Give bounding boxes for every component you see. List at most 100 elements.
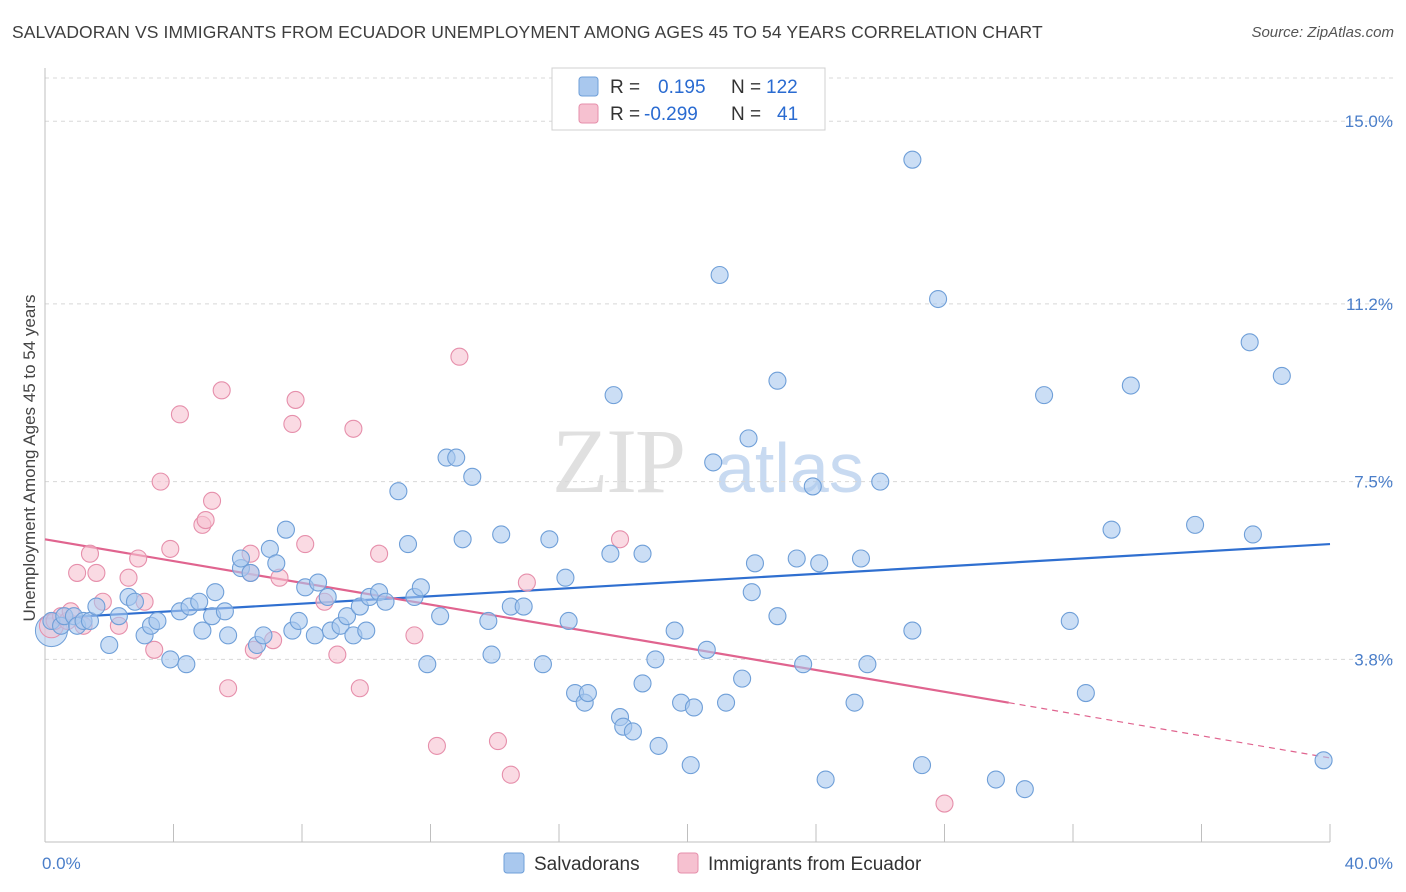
salvadoran-point <box>1035 386 1054 405</box>
legend-n-label: N = <box>731 77 761 98</box>
salvadoran-point <box>704 453 723 472</box>
salvadoran-point <box>871 472 890 491</box>
salvadoran-point <box>1314 751 1333 770</box>
x-tick-labels: 0.0% 40.0% <box>42 854 1393 873</box>
salvadoran-point <box>447 448 466 467</box>
salvadoran-point <box>1076 683 1095 703</box>
salvadoran-point <box>697 640 716 659</box>
salvadoran-point <box>903 621 922 640</box>
legend-n-label: N = <box>731 104 761 125</box>
salvadoran-point <box>646 650 665 669</box>
ecuador-point <box>119 568 138 587</box>
salvadoran-point <box>633 674 652 693</box>
salvadoran-point <box>845 693 864 712</box>
salvadoran-point <box>453 530 472 549</box>
salvadoran-point <box>1186 515 1205 534</box>
ecuador-point <box>610 530 630 549</box>
ecuador-point <box>488 732 508 751</box>
salvadoran-point <box>100 635 119 655</box>
axes <box>44 68 1331 843</box>
ecuador-point <box>427 736 446 755</box>
salvadoran-point <box>912 756 932 775</box>
salvadoran-point <box>1272 366 1291 385</box>
salvadoran-point <box>193 621 212 640</box>
legend-swatch-ecuador <box>578 103 599 124</box>
chart-title: SALVADORAN VS IMMIGRANTS FROM ECUADOR UN… <box>12 22 1043 42</box>
bottom-legend-swatch-salvadorans <box>503 852 525 874</box>
y-tick-label: 7.5% <box>1354 473 1393 492</box>
legend-r-label: R = <box>610 77 640 98</box>
salvadoran-point <box>254 626 273 645</box>
salvadoran-point <box>768 607 787 626</box>
bottom-legend-label-salvadorans: Salvadorans <box>534 854 640 875</box>
salvadoran-point <box>578 683 597 703</box>
salvadoran-point <box>215 602 234 621</box>
salvadoran-point <box>742 583 761 602</box>
salvadoran-point <box>431 607 450 626</box>
salvadoran-point <box>357 621 376 640</box>
salvadoran-point <box>716 693 736 712</box>
salvadoran-point <box>794 655 813 674</box>
salvadoran-point <box>1240 333 1259 352</box>
salvadoran-point <box>219 626 238 645</box>
salvadoran-point <box>604 386 623 405</box>
salvadoran-point <box>768 371 787 390</box>
ecuador-point <box>296 535 315 554</box>
salvadoran-point <box>633 544 652 563</box>
salvadoran-point <box>411 578 430 597</box>
y-tick-label: 15.0% <box>1345 112 1393 131</box>
salvadoran-point <box>479 611 498 631</box>
legend-r-value: -0.299 <box>644 104 698 125</box>
ecuador-trend-line <box>44 538 1009 704</box>
x-tick-label: 40.0% <box>1345 854 1393 873</box>
ecuador-point <box>129 549 148 568</box>
salvadoran-point <box>681 756 700 775</box>
ecuador-point <box>405 626 424 645</box>
salvadoran-point <box>418 655 437 674</box>
salvadoran-point <box>305 626 324 645</box>
x-tick-label: 0.0% <box>42 854 81 873</box>
salvadoran-point <box>389 482 408 501</box>
y-tick-labels: 3.8% 7.5% 11.2% 15.0% <box>1345 112 1393 669</box>
salvadoran-point <box>87 597 106 616</box>
salvadoran-point <box>1060 611 1079 631</box>
salvadoran-point <box>482 645 501 664</box>
ecuador-trend-extension <box>1008 702 1331 759</box>
trend-lines <box>44 538 1331 759</box>
ecuador-point <box>203 491 222 510</box>
bottom-legend-label-ecuador: Immigrants from Ecuador <box>708 854 922 875</box>
salvadoran-point <box>125 592 144 611</box>
salvadoran-point <box>190 592 209 611</box>
y-tick-label: 3.8% <box>1354 650 1393 669</box>
salvadoran-point <box>986 770 1005 789</box>
salvadoran-point <box>745 554 765 573</box>
bottom-legend-swatch-ecuador <box>677 852 699 874</box>
salvadoran-point <box>601 544 620 563</box>
ecuador-point <box>501 765 520 784</box>
y-tick-label: 11.2% <box>1346 295 1393 314</box>
salvadoran-point <box>289 611 308 631</box>
salvadoran-point <box>376 592 395 611</box>
salvadoran-point <box>533 655 552 674</box>
salvadoran-point <box>929 289 948 309</box>
salvadoran-point <box>318 587 337 606</box>
watermark-zip: ZIP <box>552 410 684 512</box>
ecuador-point <box>145 640 164 659</box>
salvadoran-point <box>241 563 260 582</box>
ecuador-point <box>517 573 536 592</box>
salvadoran-point <box>665 621 684 640</box>
salvadoran-point <box>803 477 822 496</box>
salvadoran-point <box>309 573 328 592</box>
salvadoran-point <box>559 611 578 631</box>
ecuador-point <box>370 544 389 563</box>
salvadoran-point <box>514 597 533 616</box>
salvadoran-point <box>1243 525 1262 544</box>
salvadoran-point <box>858 655 877 674</box>
salvadoran-point <box>398 535 418 554</box>
salvadoran-point <box>337 607 357 626</box>
salvadoran-point <box>903 150 922 169</box>
salvadoran-point <box>109 607 128 626</box>
salvadoran-point <box>816 770 835 789</box>
legend-n-value: 41 <box>777 104 798 125</box>
